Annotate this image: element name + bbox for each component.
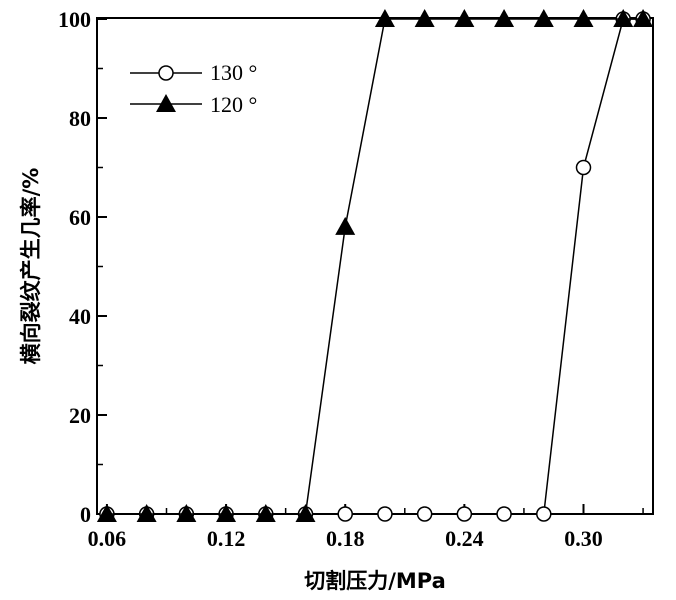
y-tick-label: 0 [80, 502, 91, 527]
data-point-triangle [454, 9, 475, 27]
x-tick-label: 0.24 [445, 526, 484, 551]
x-tick-label: 0.12 [207, 526, 246, 551]
data-point-triangle [573, 9, 594, 27]
legend: 130 ° 120 ° [130, 60, 257, 117]
data-point-triangle [533, 9, 554, 27]
data-point-triangle [176, 504, 197, 522]
data-point-triangle [136, 504, 157, 522]
legend-marker-130 [158, 65, 174, 81]
data-point-triangle [96, 504, 117, 522]
y-axis-ticks [97, 18, 107, 515]
legend-label-120: 120 ° [210, 92, 257, 117]
y-tick-label: 20 [69, 403, 91, 428]
data-point-circle [536, 506, 552, 522]
data-point-circle [377, 506, 393, 522]
data-point-triangle [494, 9, 515, 27]
legend-marker-120 [156, 94, 176, 112]
x-tick-label: 0.30 [564, 526, 603, 551]
data-point-triangle [255, 504, 276, 522]
data-point-triangle [633, 9, 654, 27]
data-point-triangle [216, 504, 237, 522]
x-tick-label: 0.18 [326, 526, 365, 551]
series-layer [96, 9, 654, 522]
legend-label-130: 130 ° [210, 60, 257, 85]
series-line [106, 18, 644, 515]
data-point-triangle [295, 504, 316, 522]
data-point-circle [456, 506, 473, 522]
data-point-triangle [335, 216, 356, 235]
y-tick-label: 80 [69, 106, 91, 131]
y-axis-tick-labels: 0 20 40 60 80 100 [58, 7, 91, 527]
data-point-circle [416, 506, 433, 522]
x-tick-label: 0.06 [88, 526, 127, 551]
data-point-triangle [613, 9, 634, 27]
y-tick-label: 40 [69, 304, 91, 329]
data-point-circle [337, 506, 353, 522]
data-point-circle [575, 159, 592, 176]
series-0 [99, 11, 651, 522]
data-point-triangle [414, 9, 435, 27]
plot-frame [96, 17, 654, 515]
series-1 [96, 9, 654, 522]
data-point-triangle [374, 9, 395, 27]
y-tick-label: 100 [58, 7, 91, 32]
y-axis-label: 横向裂纹产生几率/% [19, 168, 43, 365]
y-tick-label: 60 [69, 205, 91, 230]
data-point-circle [496, 506, 512, 522]
series-line [106, 18, 644, 515]
x-axis-tick-labels: 0.06 0.12 0.18 0.24 0.30 [88, 526, 603, 551]
x-axis-label: 切割压力/MPa [304, 569, 446, 593]
